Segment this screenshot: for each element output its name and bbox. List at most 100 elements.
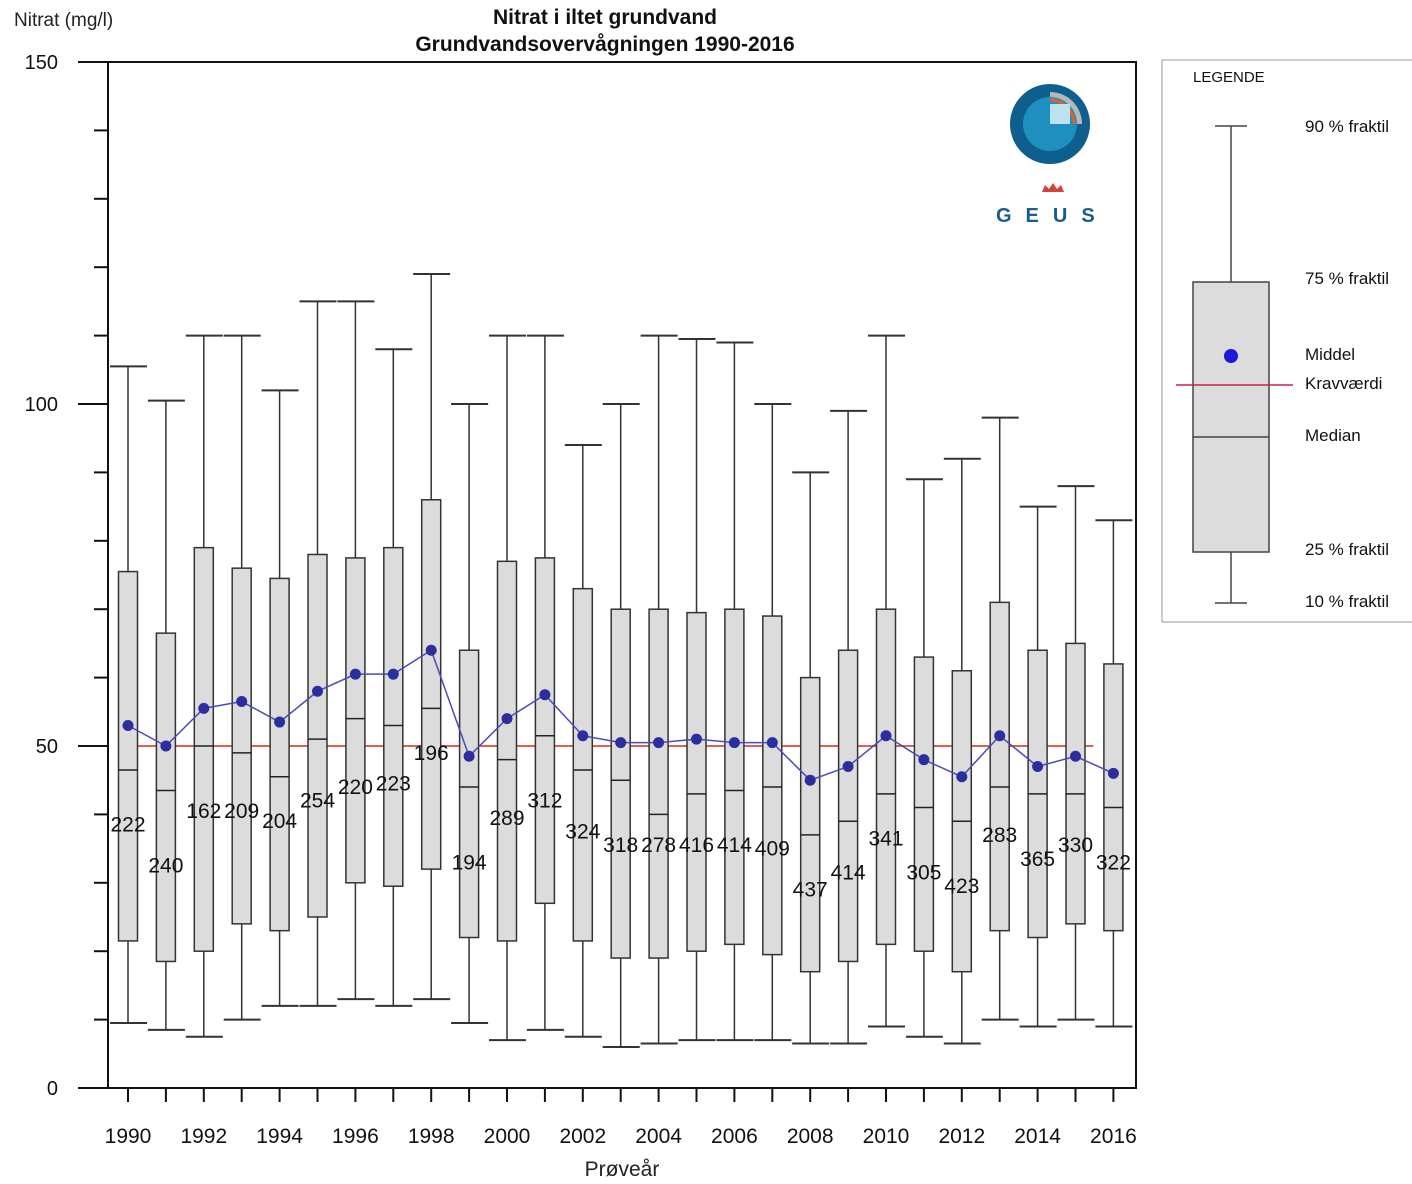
mean-point: [728, 737, 740, 749]
mean-point: [349, 668, 361, 680]
plot-frame: [107, 61, 1137, 1089]
x-tick-label: 2012: [938, 1125, 985, 1148]
chart-title-line-1: Nitrat i iltet grundvand: [493, 6, 717, 29]
x-tick-label: 1992: [180, 1125, 227, 1148]
legend-label-p75: 75 % fraktil: [1305, 269, 1389, 288]
box-1995: [299, 300, 337, 1007]
x-tick-label: 1998: [408, 1125, 455, 1148]
legend-label-p25: 25 % fraktil: [1305, 540, 1389, 559]
box-2002: [564, 444, 602, 1038]
sample-count-label: 194: [452, 851, 487, 874]
logo-text: GEUS: [996, 205, 1109, 227]
iqr-box: [724, 608, 745, 946]
boxes-layer: [110, 273, 1133, 1048]
iqr-box: [799, 676, 821, 973]
iqr-box: [155, 632, 177, 963]
mean-point: [501, 713, 513, 725]
mean-series-layer: [122, 644, 1119, 786]
box-1993: [223, 334, 261, 1021]
logo-light-square: [1050, 104, 1070, 124]
box-1991: [147, 399, 185, 1031]
x-tick-label: 1994: [256, 1125, 303, 1148]
legend-label-ref: Kravværdi: [1305, 374, 1382, 393]
iqr-box: [762, 615, 783, 956]
iqr-box: [193, 546, 215, 952]
sample-count-label: 365: [1020, 848, 1055, 871]
legend-box: [1192, 281, 1270, 553]
iqr-box: [269, 577, 290, 932]
mean-point: [653, 737, 665, 749]
iqr-box: [307, 553, 328, 918]
x-tick-label: 2002: [559, 1125, 606, 1148]
mean-point: [1107, 767, 1119, 779]
sample-count-label: 414: [831, 862, 866, 885]
iqr-box: [837, 649, 859, 963]
box-1994: [261, 389, 299, 1007]
sample-count-label: 322: [1096, 851, 1131, 874]
iqr-box: [989, 601, 1010, 932]
legend-label-p10: 10 % fraktil: [1305, 592, 1389, 611]
box-2004: [640, 334, 678, 1045]
sample-count-label: 318: [603, 834, 638, 857]
box-1999: [451, 403, 489, 1025]
legend: LEGENDE 90 % fraktil 75 % fraktil Middel…: [1161, 59, 1412, 623]
box-1992: [185, 334, 223, 1038]
chart-title-line-2: Grundvandsovervågningen 1990-2016: [415, 33, 794, 56]
mean-point: [122, 719, 134, 731]
mean-point: [1070, 750, 1081, 762]
mean-point: [994, 730, 1006, 742]
sample-count-label: 341: [868, 827, 903, 850]
box-2005: [678, 338, 716, 1042]
mean-point: [918, 754, 930, 766]
box-2013: [981, 416, 1019, 1021]
y-tick-label: 50: [36, 736, 58, 758]
mean-point: [463, 750, 475, 762]
legend-mean-marker: [1224, 349, 1238, 363]
x-tick-label: 2006: [711, 1125, 758, 1148]
mean-point: [880, 730, 892, 742]
box-2006: [716, 341, 754, 1042]
sample-count-label: 220: [338, 776, 373, 799]
box-1998: [413, 273, 451, 1001]
x-tick-label: 2000: [484, 1125, 531, 1148]
x-axis-label: Prøveår: [585, 1158, 660, 1181]
legend-label-p90: 90 % fraktil: [1305, 117, 1389, 136]
iqr-box: [572, 587, 594, 942]
iqr-box: [496, 560, 518, 942]
legend-title: LEGENDE: [1193, 69, 1265, 86]
legend-label-median: Median: [1305, 426, 1361, 445]
y-axis-label: Nitrat (mg/l): [14, 10, 113, 31]
iqr-box: [875, 608, 897, 946]
sample-count-label: 196: [414, 742, 449, 765]
box-2009: [830, 409, 868, 1045]
x-tick-label: 2014: [1014, 1125, 1061, 1148]
iqr-box: [420, 499, 442, 870]
sample-count-label: 204: [262, 810, 297, 833]
box-2011: [905, 478, 943, 1038]
logo-crown: [1042, 183, 1064, 192]
iqr-box: [345, 557, 366, 884]
mean-point: [956, 771, 968, 783]
sample-count-label: 278: [641, 834, 676, 857]
box-2003: [602, 403, 640, 1048]
mean-point: [198, 702, 210, 714]
mean-point: [312, 685, 323, 697]
iqr-box: [610, 608, 631, 959]
mean-point: [691, 733, 702, 745]
mean-point: [804, 774, 816, 786]
box-2000: [489, 334, 526, 1042]
x-tick-label: 1990: [105, 1125, 152, 1148]
mean-point: [236, 696, 248, 708]
box-1996: [337, 300, 375, 1001]
box-1997: [375, 348, 413, 1007]
x-tick-label: 2004: [635, 1125, 682, 1148]
sample-count-label: 162: [186, 800, 221, 823]
sample-count-label: 414: [717, 834, 752, 857]
x-tick-label: 2010: [863, 1125, 910, 1148]
sample-count-label: 254: [300, 790, 335, 813]
sample-count-label: 330: [1058, 834, 1093, 857]
iqr-box: [231, 567, 252, 925]
sample-count-label: 312: [527, 790, 562, 813]
